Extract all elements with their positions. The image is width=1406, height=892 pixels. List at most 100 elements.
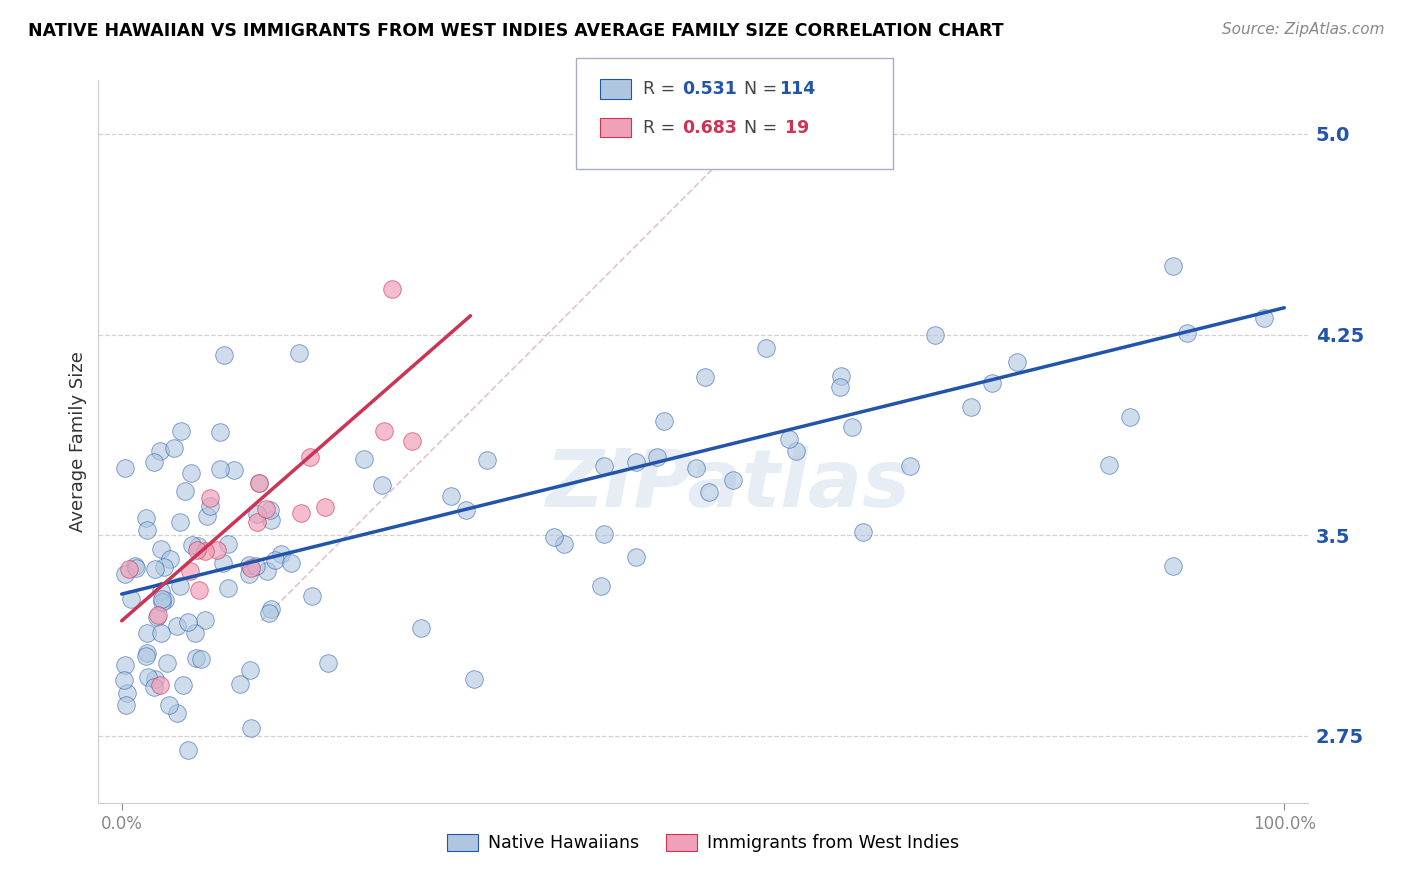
- Point: [401, 434, 423, 448]
- Point: [184, 626, 207, 640]
- Point: [247, 476, 270, 491]
- Point: [152, 560, 174, 574]
- Text: N =: N =: [744, 119, 783, 136]
- Point: [959, 400, 981, 414]
- Point: [149, 678, 172, 692]
- Point: [209, 462, 232, 476]
- Point: [146, 607, 169, 622]
- Point: [553, 537, 575, 551]
- Text: 19: 19: [779, 119, 810, 136]
- Point: [239, 664, 262, 678]
- Point: [124, 559, 146, 574]
- Point: [157, 698, 180, 713]
- Point: [174, 483, 197, 498]
- Point: [114, 460, 136, 475]
- Point: [409, 621, 432, 635]
- Point: [247, 476, 270, 491]
- Point: [166, 619, 188, 633]
- Point: [136, 670, 159, 684]
- Point: [177, 743, 200, 757]
- Point: [198, 499, 221, 513]
- Point: [186, 543, 208, 558]
- Point: [217, 581, 239, 595]
- Point: [238, 566, 260, 581]
- Text: NATIVE HAWAIIAN VS IMMIGRANTS FROM WEST INDIES AVERAGE FAMILY SIZE CORRELATION C: NATIVE HAWAIIAN VS IMMIGRANTS FROM WEST …: [28, 22, 1004, 40]
- Point: [1253, 310, 1275, 325]
- Point: [280, 556, 302, 570]
- Point: [1175, 326, 1198, 340]
- Text: 114: 114: [779, 80, 815, 98]
- Point: [149, 444, 172, 458]
- Point: [163, 441, 186, 455]
- Point: [841, 420, 863, 434]
- Point: [186, 539, 208, 553]
- Point: [259, 502, 281, 516]
- Point: [246, 515, 269, 529]
- Point: [685, 460, 707, 475]
- Point: [136, 625, 159, 640]
- Point: [924, 327, 946, 342]
- Point: [188, 582, 211, 597]
- Point: [475, 453, 498, 467]
- Legend: Native Hawaiians, Immigrants from West Indies: Native Hawaiians, Immigrants from West I…: [440, 827, 966, 859]
- Point: [179, 564, 201, 578]
- Point: [373, 424, 395, 438]
- Point: [208, 425, 231, 439]
- Point: [120, 592, 142, 607]
- Point: [1118, 409, 1140, 424]
- Point: [212, 556, 235, 570]
- Point: [172, 678, 194, 692]
- Point: [155, 593, 177, 607]
- Point: [184, 651, 207, 665]
- Point: [114, 567, 136, 582]
- Point: [143, 673, 166, 687]
- Point: [125, 560, 148, 574]
- Point: [246, 507, 269, 521]
- Text: Source: ZipAtlas.com: Source: ZipAtlas.com: [1222, 22, 1385, 37]
- Text: 0.683: 0.683: [682, 119, 737, 136]
- Point: [301, 589, 323, 603]
- Point: [195, 509, 218, 524]
- Point: [316, 656, 339, 670]
- Point: [198, 491, 221, 505]
- Point: [314, 500, 336, 515]
- Point: [589, 578, 612, 592]
- Point: [114, 657, 136, 672]
- Point: [298, 450, 321, 464]
- Point: [381, 282, 404, 296]
- Point: [456, 503, 478, 517]
- Point: [290, 506, 312, 520]
- Point: [135, 523, 157, 537]
- Point: [180, 466, 202, 480]
- Point: [1005, 355, 1028, 369]
- Point: [721, 473, 744, 487]
- Point: [371, 478, 394, 492]
- Point: [135, 511, 157, 525]
- Point: [828, 380, 851, 394]
- Point: [222, 463, 245, 477]
- Point: [755, 341, 778, 355]
- Point: [898, 459, 921, 474]
- Point: [830, 369, 852, 384]
- Point: [112, 673, 135, 688]
- Point: [150, 626, 173, 640]
- Point: [264, 553, 287, 567]
- Point: [259, 602, 281, 616]
- Point: [256, 502, 278, 516]
- Point: [177, 615, 200, 629]
- Point: [593, 527, 616, 541]
- Point: [150, 542, 173, 557]
- Point: [852, 524, 875, 539]
- Text: N =: N =: [744, 80, 783, 98]
- Text: 0.531: 0.531: [682, 80, 737, 98]
- Point: [159, 552, 181, 566]
- Point: [229, 677, 252, 691]
- Point: [697, 484, 720, 499]
- Point: [1098, 458, 1121, 472]
- Point: [135, 648, 157, 663]
- Point: [238, 558, 260, 572]
- Point: [543, 530, 565, 544]
- Point: [778, 433, 800, 447]
- Point: [142, 680, 165, 694]
- Point: [463, 672, 485, 686]
